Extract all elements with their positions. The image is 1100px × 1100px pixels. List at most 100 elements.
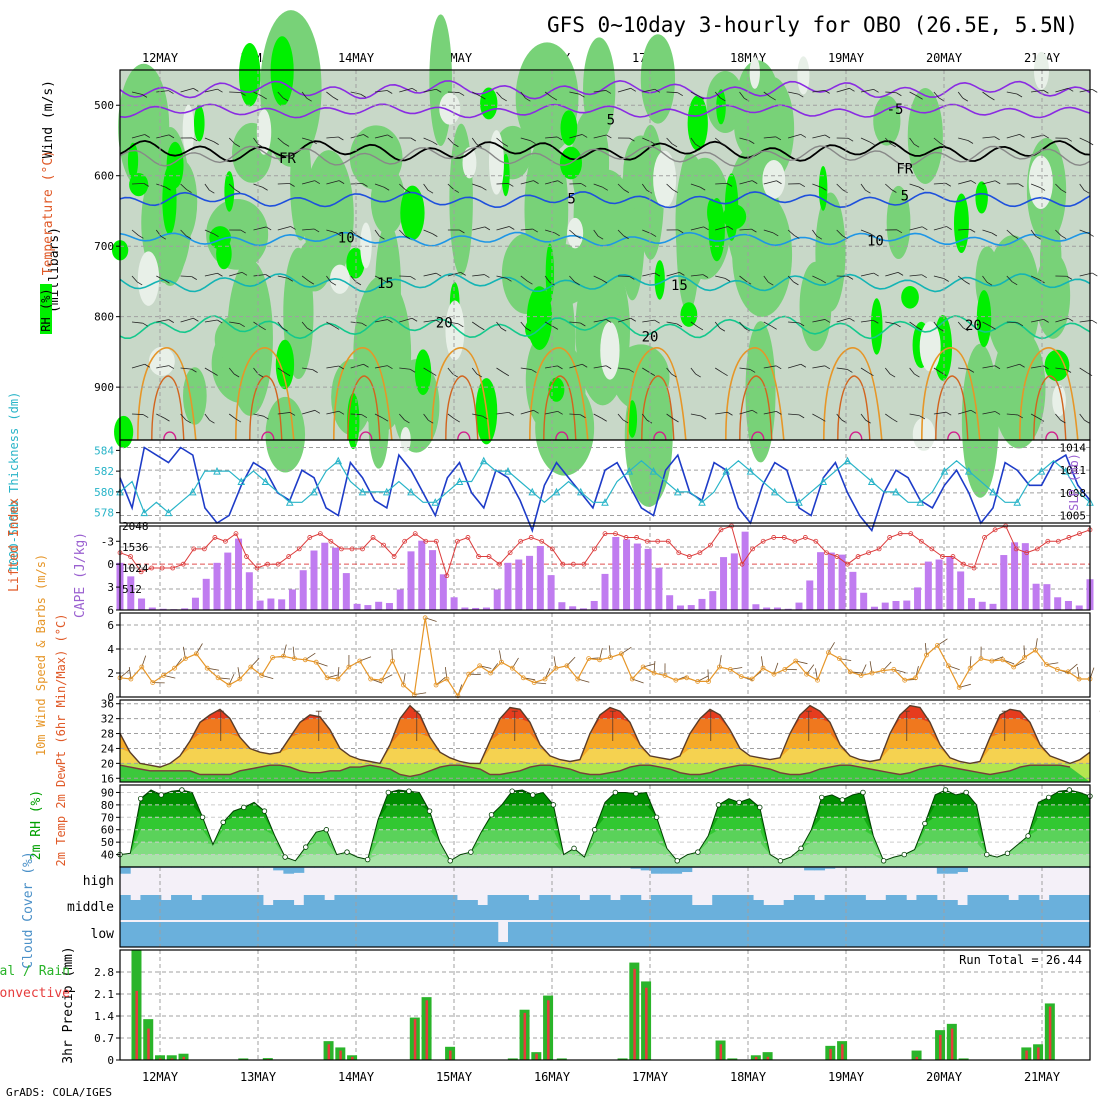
cloud-level-label: low xyxy=(91,927,115,942)
lifted-index-marker xyxy=(1024,550,1030,556)
wind-barb xyxy=(471,321,480,328)
wind-speed-marker xyxy=(717,664,722,670)
wind-barb-flag xyxy=(773,232,779,237)
wind-barb xyxy=(204,229,214,235)
wind-barb-flag xyxy=(338,365,344,370)
cloud-axis-label: Cloud Cover (%) xyxy=(21,851,36,968)
wind-barb xyxy=(763,180,777,185)
rh-marker xyxy=(984,851,990,858)
cloud-cell-low xyxy=(1008,922,1020,947)
wind-speed-marker xyxy=(978,656,984,661)
wind-barb-flag xyxy=(431,372,437,376)
cloud-cell-low xyxy=(120,922,131,947)
cape-bar xyxy=(181,608,189,610)
lifted-index-marker xyxy=(929,546,935,552)
wind-barb-flag xyxy=(1066,275,1073,280)
cape-contour-core xyxy=(653,431,667,441)
cloud-cell-high xyxy=(273,867,284,871)
cape-contour-inner xyxy=(739,375,773,441)
wind-barb-flag xyxy=(868,372,874,376)
wind-speed-marker xyxy=(139,664,145,670)
precip-convective-bar xyxy=(950,1028,954,1060)
wind-speed-marker xyxy=(499,659,504,665)
wind-barb-flag xyxy=(744,327,750,332)
wind-speed-marker xyxy=(847,669,853,675)
cloud-cell-high xyxy=(947,867,958,874)
cloud-cell-low xyxy=(508,922,519,947)
wind-barb-flag xyxy=(164,417,170,422)
wind-barb xyxy=(301,91,307,99)
cloud-cell-middle xyxy=(589,895,601,920)
cloud-cell-low xyxy=(456,922,468,947)
wind-speed-marker xyxy=(259,673,265,678)
wind-barb-flag xyxy=(775,136,782,141)
wind-barb xyxy=(253,226,267,231)
wind-barb xyxy=(471,367,478,375)
cape-axis-label: CAPE (J/kg) xyxy=(73,532,88,618)
wind-barb xyxy=(982,136,995,139)
wind-barb xyxy=(933,275,944,279)
cloud-cell-middle xyxy=(548,895,560,920)
wind-barb-flag xyxy=(168,134,175,139)
wind-barb-flag xyxy=(557,180,564,185)
wind-barb-flag xyxy=(719,327,726,332)
date-label-bottom: 18MAY xyxy=(730,1070,767,1084)
precip-convective-bar xyxy=(766,1056,770,1060)
rh-dry-region xyxy=(137,251,160,306)
wind-barb xyxy=(180,413,187,421)
wind-barb-flag xyxy=(628,368,634,373)
cloud-cell-middle xyxy=(191,900,203,920)
wind-barb-flag xyxy=(257,143,264,148)
wind-barb-flag xyxy=(745,280,752,285)
wind-barb xyxy=(472,413,483,417)
rh-saturated-region xyxy=(545,243,554,303)
wind-barb xyxy=(399,183,406,190)
wind-barb-flag xyxy=(454,418,460,423)
precip-convective-bar xyxy=(523,1012,527,1060)
lifted-index-marker xyxy=(128,554,133,559)
wind-barb-flag xyxy=(970,180,977,184)
wind-barb xyxy=(277,367,286,374)
wind-barb-flag xyxy=(677,229,684,234)
wind-barb-flag xyxy=(824,90,830,94)
wind-barb-flag xyxy=(453,143,459,148)
cape-bar xyxy=(493,589,501,610)
precip-convective-bar xyxy=(170,1058,174,1060)
wind-barb xyxy=(326,365,339,369)
cloud-cell-low xyxy=(722,922,734,947)
wind-barb xyxy=(1006,321,1018,324)
cape-contour-outer xyxy=(333,347,393,441)
wind-barb-flag xyxy=(556,136,563,141)
wind-barb-flag xyxy=(1092,272,1098,277)
thickness-marker xyxy=(843,456,852,465)
wind-barb xyxy=(690,367,697,375)
thickness-marker xyxy=(213,467,221,475)
thickness-marker xyxy=(164,508,173,517)
wind-speed-marker xyxy=(542,676,548,682)
wind-barb xyxy=(423,319,437,323)
wind-barb-flag xyxy=(650,141,657,146)
wind-barb xyxy=(447,137,454,145)
temp-tick-label: 32 xyxy=(101,713,114,726)
wind-barb-flag xyxy=(726,183,733,187)
wind-barb-flag xyxy=(361,322,367,327)
thickness-marker xyxy=(1037,467,1046,475)
wind-barb-flag xyxy=(703,226,709,231)
rh-dry-region xyxy=(256,109,272,155)
lifted-index-marker xyxy=(781,535,787,540)
wind-barb-flag xyxy=(287,277,294,282)
wind-barb xyxy=(642,88,655,93)
wind-barb xyxy=(690,226,704,231)
temperature-contour xyxy=(119,103,1091,119)
lifted-index-marker xyxy=(381,542,386,548)
thickness-marker xyxy=(237,477,246,485)
wind-barb-flag xyxy=(913,143,920,148)
cloud-cell-low xyxy=(405,922,417,947)
wind-barb-flag xyxy=(623,189,630,193)
wind-barb-flag xyxy=(865,419,871,424)
wind-barb-flag xyxy=(191,276,197,280)
li-axis-label: Lifted Index xyxy=(7,498,22,592)
cape-bar xyxy=(202,578,210,610)
cloud-cell-low xyxy=(181,922,192,947)
wind-speed-marker xyxy=(466,671,472,677)
